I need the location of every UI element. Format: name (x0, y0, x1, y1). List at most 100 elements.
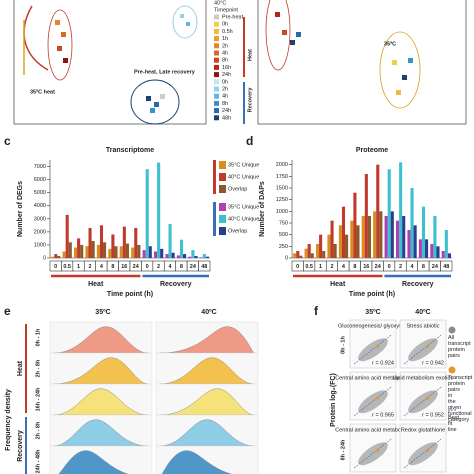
row-label: 16h - 24h (35, 387, 41, 411)
legend-swatch (214, 64, 219, 70)
legend-swatch (214, 28, 219, 34)
x-tick-label: 1 (77, 264, 80, 270)
bar (421, 206, 426, 258)
panel-title: Gluconeogenesis/ glyoxylate (338, 323, 408, 329)
y-tick-label: 0 (43, 255, 46, 261)
fit-line (403, 438, 443, 469)
bar (125, 243, 129, 258)
correlation-value: r = 0.942 (422, 360, 444, 366)
bar (148, 246, 152, 258)
cluster-outline (172, 5, 198, 39)
bar (436, 246, 440, 258)
annotation: Pre-heat, Late recovery (134, 69, 196, 75)
pca-frame (13, 0, 207, 125)
bar (327, 234, 331, 258)
y-tick-label: 750 (279, 220, 288, 226)
bar (122, 226, 126, 258)
y-tick-label: 2000 (276, 162, 288, 168)
y-tick-label: 1250 (276, 197, 288, 203)
legend-label: Transcript protein pairs in the given function… (448, 375, 473, 423)
legend-swatch (214, 50, 219, 56)
legend-label: 24h (222, 72, 231, 78)
bar (430, 244, 434, 258)
density-ridge (53, 326, 149, 354)
bar (356, 225, 360, 258)
bar (202, 254, 206, 258)
bar (191, 250, 195, 258)
bar (444, 230, 448, 258)
y-tick-label: 1750 (276, 174, 288, 180)
bar (413, 225, 417, 258)
legend-label: 4h (222, 50, 228, 56)
x-tick-label: 0 (146, 264, 149, 270)
x-tick-label: 4 (410, 264, 414, 270)
bar (99, 225, 104, 258)
x-tick-label: 0.5 (305, 264, 313, 270)
bar (171, 252, 175, 258)
bar (330, 220, 334, 258)
x-tick-label: 24 (190, 264, 197, 270)
bar (433, 216, 437, 258)
group-label: Recovery (160, 281, 192, 288)
bar (179, 239, 184, 258)
legend-swatch (214, 100, 219, 106)
cluster-outline (379, 31, 421, 109)
y-tick-label: 5000 (34, 190, 46, 196)
density-ridge (53, 388, 149, 416)
correlation-value: r = 0.924 (372, 360, 394, 366)
bar (68, 242, 72, 258)
group-label: Heat (17, 360, 24, 376)
y-tick-label: 1000 (34, 242, 46, 248)
panel-title: Stress abiotic (406, 323, 439, 329)
x-tick-label: 0 (54, 264, 57, 270)
legend-swatch (219, 215, 226, 223)
bar (296, 251, 300, 258)
bar (396, 220, 400, 258)
bar (322, 251, 326, 258)
bar (142, 250, 146, 258)
legend-arrow (213, 202, 216, 236)
y-tick-label: 1000 (276, 209, 288, 215)
pca-points (55, 12, 413, 113)
column-title: 35ºC (365, 309, 380, 316)
group-label: Recovery (17, 430, 24, 462)
legend-swatch (214, 79, 219, 85)
x-tick-label: 48 (443, 264, 449, 270)
density-ridge (159, 388, 255, 416)
cluster-outline (130, 79, 180, 125)
legend-label: 0h (222, 22, 228, 28)
bar (96, 244, 100, 258)
panel-title: Central amino acid metabolism (335, 375, 411, 381)
group-label: Heat (88, 281, 104, 288)
bar (447, 253, 451, 258)
density-ridge (159, 357, 255, 385)
panel-title: Lipid metabolism exotics (393, 375, 453, 381)
legend-label: Pre-heat (222, 14, 244, 20)
y-tick-label: 0 (285, 255, 288, 261)
legend-label: 0h (222, 79, 228, 85)
bar (183, 254, 187, 258)
category-point (426, 396, 430, 400)
x-tick-label: 16 (121, 264, 127, 270)
bar (310, 253, 314, 258)
row-label: 0h - 1h (35, 328, 41, 346)
bar (188, 256, 192, 258)
bar (418, 239, 422, 258)
annotation: 40°C (214, 0, 226, 6)
legend-swatch (214, 115, 219, 121)
cluster-outline (47, 9, 73, 81)
y-tick-label: 4000 (34, 203, 46, 209)
bar (114, 246, 118, 258)
bar (307, 244, 311, 258)
x-tick-label: 0 (388, 264, 391, 270)
legend-label: Best fit line (448, 415, 459, 433)
y-axis-label: Frequency density (5, 389, 12, 451)
density-ridge (159, 326, 255, 354)
column-title: 35ºC (95, 309, 110, 316)
x-tick-label: 0 (296, 264, 299, 270)
legend-label: 16h (222, 65, 231, 71)
bar (108, 248, 112, 258)
bar (62, 251, 66, 258)
fit-line (353, 386, 393, 417)
bar (319, 234, 323, 258)
